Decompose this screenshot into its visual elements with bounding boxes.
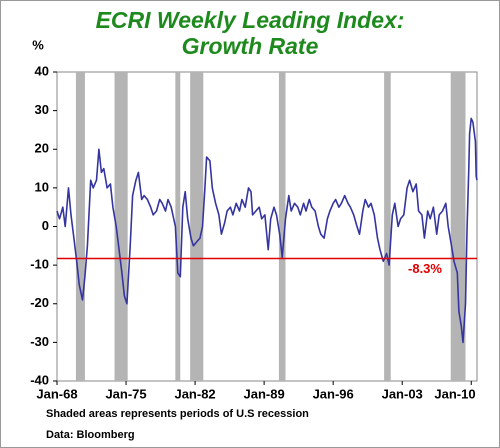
x-tick-label: Jan-03 — [382, 386, 423, 401]
x-tick-label: Jan-96 — [313, 386, 354, 401]
recession-band — [190, 72, 204, 381]
note: Data: Bloomberg — [46, 429, 135, 441]
y-tick-label: -20 — [30, 295, 49, 310]
note: Shaded areas represents periods of U.S r… — [46, 408, 309, 420]
chart-title: Growth Rate — [182, 33, 319, 59]
recession-band — [384, 72, 391, 381]
y-tick-label: 40 — [35, 63, 49, 78]
y-tick-label: -40 — [30, 372, 49, 387]
y-tick-label: -10 — [30, 257, 49, 272]
y-axis-label: % — [32, 37, 44, 52]
reference-label: -8.3% — [408, 261, 442, 276]
recession-band — [450, 72, 466, 381]
recession-band — [114, 72, 128, 381]
x-tick-label: Jan-89 — [244, 386, 285, 401]
x-tick-label: Jan-75 — [105, 386, 146, 401]
y-tick-label: 0 — [42, 218, 49, 233]
series-line — [56, 117, 478, 344]
y-tick-label: 10 — [35, 179, 49, 194]
y-tick-label: 20 — [35, 141, 49, 156]
recession-band — [75, 72, 85, 381]
y-tick-label: 30 — [35, 102, 49, 117]
x-tick-label: Jan-82 — [174, 386, 215, 401]
x-tick-label: Jan-68 — [36, 386, 77, 401]
y-tick-label: -30 — [30, 334, 49, 349]
chart-title: ECRI Weekly Leading Index: — [96, 7, 405, 33]
x-tick-label: Jan-10 — [434, 386, 475, 401]
recession-band — [278, 72, 286, 381]
recession-band — [175, 72, 181, 381]
